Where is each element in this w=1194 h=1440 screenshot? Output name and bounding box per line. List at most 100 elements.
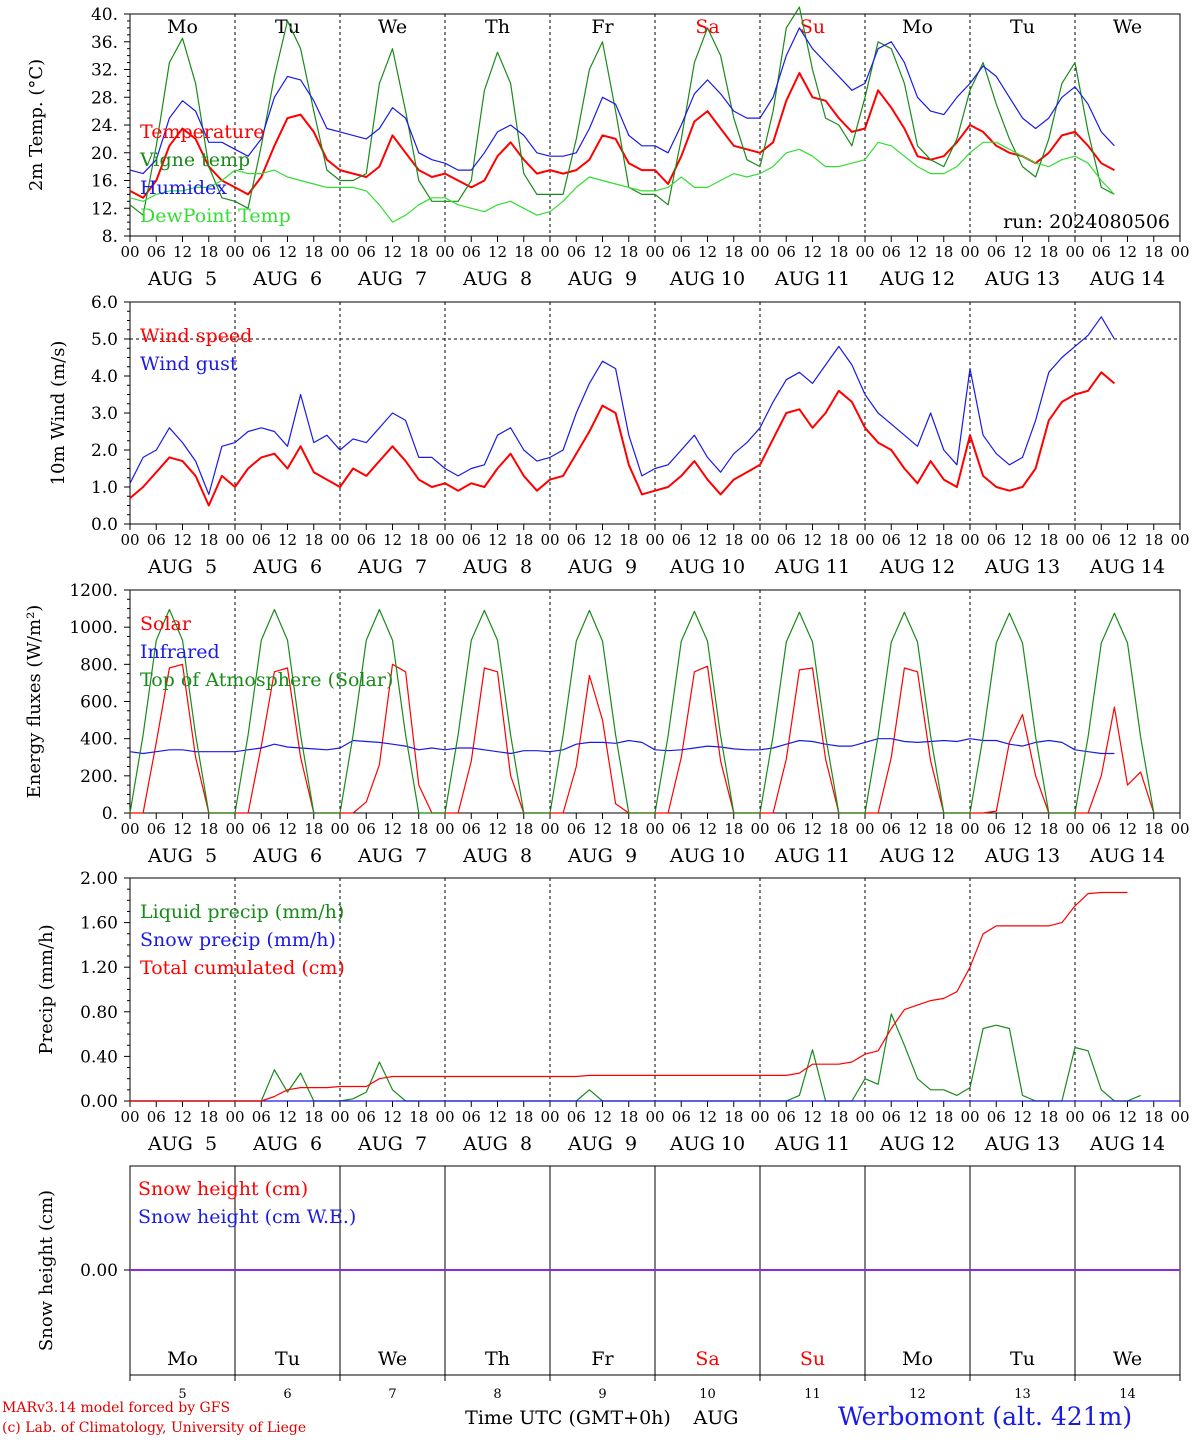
hour-tick-label: 06 [567, 243, 586, 261]
hour-tick-label: 06 [882, 243, 901, 261]
hour-tick-label: 18 [199, 1108, 218, 1126]
day-of-week-label: Sa [695, 1348, 719, 1370]
hour-tick-label: 18 [1144, 243, 1163, 261]
day-number-label: 5 [178, 1387, 186, 1402]
date-label: AUG 5 [147, 845, 217, 867]
run-label: run: 2024080506 [1003, 211, 1170, 233]
date-label: AUG 13 [984, 845, 1060, 867]
hour-tick-label: 00 [540, 531, 559, 549]
day-number-label: 6 [283, 1387, 291, 1402]
hour-tick-label: 06 [672, 820, 691, 838]
hour-tick-label: 18 [409, 1108, 428, 1126]
day-of-week-label: Sa [695, 16, 719, 38]
y-tick-label: 1200. [69, 581, 118, 601]
hour-tick-label: 00 [750, 1108, 769, 1126]
date-label: AUG 7 [357, 268, 427, 290]
hour-tick-label: 18 [304, 531, 323, 549]
day-number-label: 13 [1014, 1387, 1031, 1402]
hour-tick-label: 06 [147, 1108, 166, 1126]
hour-tick-label: 00 [750, 820, 769, 838]
hour-tick-label: 12 [383, 820, 402, 838]
date-label: AUG 8 [462, 268, 532, 290]
hour-tick-label: 06 [777, 1108, 796, 1126]
hour-tick-label: 00 [435, 1108, 454, 1126]
hour-tick-label: 00 [855, 243, 874, 261]
y-tick-label: 1.0 [91, 478, 118, 498]
hour-tick-label: 18 [724, 243, 743, 261]
hour-tick-label: 00 [1170, 531, 1189, 549]
hour-tick-label: 00 [540, 243, 559, 261]
day-of-week-label: We [378, 16, 407, 38]
hour-tick-label: 12 [593, 820, 612, 838]
legend-entry: DewPoint Temp [140, 205, 291, 227]
hour-tick-label: 18 [199, 243, 218, 261]
date-label: AUG 5 [147, 268, 217, 290]
date-label: AUG 11 [774, 268, 850, 290]
day-number-label: 12 [909, 1387, 926, 1402]
hour-tick-label: 12 [173, 243, 192, 261]
date-label: AUG 9 [567, 556, 637, 578]
hour-tick-label: 12 [803, 243, 822, 261]
y-axis-label: 10m Wind (m/s) [48, 341, 69, 486]
y-axis-label: Energy fluxes (W/m²) [24, 605, 45, 799]
series-line-infrared [129, 738, 1115, 755]
y-tick-label: 16. [91, 172, 118, 192]
hour-tick-label: 18 [1039, 243, 1058, 261]
y-tick-label: 200. [80, 767, 118, 787]
day-of-week-label: Mo [167, 16, 198, 38]
hour-tick-label: 06 [567, 1108, 586, 1126]
date-label: AUG 5 [147, 556, 217, 578]
series-line-liquid-precip-mm-h [130, 1013, 1141, 1102]
hour-tick-label: 00 [225, 1108, 244, 1126]
y-tick-label: 2.0 [91, 441, 118, 461]
hour-tick-label: 06 [147, 243, 166, 261]
hour-tick-label: 00 [1170, 820, 1189, 838]
legend-entry: Temperature [140, 121, 264, 143]
hour-tick-label: 06 [987, 243, 1006, 261]
credit-lab: (c) Lab. of Climatology, University of L… [2, 1420, 307, 1436]
hour-tick-label: 12 [1118, 820, 1137, 838]
date-label: AUG 12 [879, 845, 955, 867]
hour-tick-label: 18 [619, 243, 638, 261]
legend-entry: Wind gust [140, 353, 238, 375]
y-tick-label: 5.0 [91, 330, 118, 350]
date-label: AUG 10 [669, 1133, 745, 1155]
hour-tick-label: 12 [698, 243, 717, 261]
hour-tick-label: 00 [645, 1108, 664, 1126]
series-line-top-of-atmosphere-solar [129, 608, 1155, 814]
day-of-week-label: Tu [1010, 16, 1035, 38]
credit-model: MARv3.14 model forced by GFS [2, 1400, 231, 1416]
hour-tick-label: 18 [724, 1108, 743, 1126]
hour-tick-label: 12 [488, 820, 507, 838]
hour-tick-label: 00 [120, 820, 139, 838]
hour-tick-label: 06 [882, 531, 901, 549]
legend-entry: Snow height (cm) [138, 1178, 308, 1200]
hour-tick-label: 12 [803, 1108, 822, 1126]
y-tick-label: 28. [91, 88, 118, 108]
hour-tick-label: 06 [252, 1108, 271, 1126]
hour-tick-label: 12 [383, 1108, 402, 1126]
hour-tick-label: 06 [252, 531, 271, 549]
hour-tick-label: 12 [908, 531, 927, 549]
hour-tick-label: 06 [987, 531, 1006, 549]
date-label: AUG 14 [1089, 556, 1165, 578]
hour-tick-label: 00 [1170, 1108, 1189, 1126]
legend-entry: Wind speed [140, 325, 252, 347]
date-label: AUG 9 [567, 268, 637, 290]
hour-tick-label: 12 [1118, 531, 1137, 549]
hour-tick-label: 06 [672, 1108, 691, 1126]
day-number-label: 11 [804, 1387, 821, 1402]
hour-tick-label: 12 [908, 1108, 927, 1126]
hour-tick-label: 06 [882, 1108, 901, 1126]
hour-tick-label: 00 [1065, 820, 1084, 838]
hour-tick-label: 18 [514, 1108, 533, 1126]
day-number-label: 9 [598, 1387, 606, 1402]
hour-tick-label: 12 [173, 1108, 192, 1126]
x-axis-month: AUG [693, 1407, 739, 1429]
hour-tick-label: 12 [1013, 243, 1032, 261]
hour-tick-label: 12 [803, 820, 822, 838]
hour-tick-label: 12 [1118, 243, 1137, 261]
hour-tick-label: 00 [960, 243, 979, 261]
day-number-label: 8 [493, 1387, 501, 1402]
hour-tick-label: 00 [435, 820, 454, 838]
